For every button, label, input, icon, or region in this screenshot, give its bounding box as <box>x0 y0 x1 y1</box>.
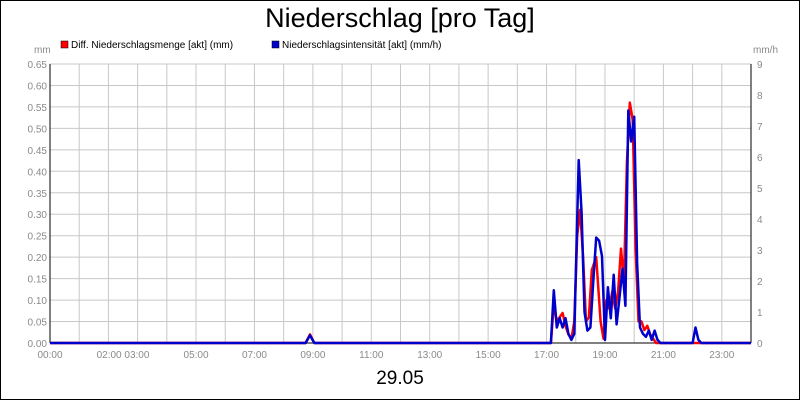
y-left-tick-label: 0.50 <box>28 124 48 135</box>
y-right-tick-label: 0 <box>757 339 763 350</box>
legend-swatch <box>60 40 69 49</box>
x-tick-label: 13:00 <box>417 350 442 361</box>
y-right-tick-label: 7 <box>757 122 763 133</box>
x-tick-label: 09:00 <box>300 350 325 361</box>
y-left-tick-label: 0.55 <box>28 103 48 114</box>
y-right-tick-label: 8 <box>757 91 763 102</box>
x-tick-label: 00:00 <box>37 350 62 361</box>
x-tick-label: 21:00 <box>651 350 676 361</box>
x-tick-label: 02:00 03:00 <box>97 350 150 361</box>
x-tick-label: 07:00 <box>242 350 267 361</box>
y-left-tick-label: 0.20 <box>28 253 48 264</box>
y-left-tick-label: 0.65 <box>28 60 48 71</box>
y-left-tick-label: 0.35 <box>28 189 48 200</box>
y-right-tick-label: 9 <box>757 60 763 71</box>
y-right-tick-label: 1 <box>757 308 763 319</box>
y-left-tick-label: 0.45 <box>28 146 48 157</box>
legend-swatch <box>271 40 280 49</box>
x-tick-label: 17:00 <box>534 350 559 361</box>
y-right-tick-label: 3 <box>757 246 763 257</box>
legend-label: Diff. Niederschlagsmenge [akt] (mm) <box>71 40 233 51</box>
y-left-tick-label: 0.15 <box>28 275 48 286</box>
x-tick-label: 23:00 <box>709 350 734 361</box>
y-left-tick-label: 0.05 <box>28 318 48 329</box>
x-tick-label: 05:00 <box>184 350 209 361</box>
y-right-tick-label: 2 <box>757 277 763 288</box>
y-right-tick-label: 5 <box>757 184 763 195</box>
y-left-tick-label: 0.60 <box>28 81 48 92</box>
x-tick-label: 19:00 <box>592 350 617 361</box>
date-label: 29.05 <box>376 368 424 389</box>
y-right-tick-label: 4 <box>757 215 763 226</box>
series-line-precipitation-intensity <box>50 109 751 345</box>
y-left-tick-label: 0.00 <box>28 339 48 350</box>
x-tick-label: 15:00 <box>476 350 501 361</box>
y-left-unit-label: mm <box>34 45 51 56</box>
y-left-tick-label: 0.25 <box>28 232 48 243</box>
y-left-tick-label: 0.40 <box>28 167 48 178</box>
legend-label: Niederschlagsintensität [akt] (mm/h) <box>282 40 442 51</box>
y-left-tick-label: 0.30 <box>28 210 48 221</box>
chart-title: Niederschlag [pro Tag] <box>265 3 535 33</box>
y-right-tick-label: 6 <box>757 153 763 164</box>
y-right-unit-label: mm/h <box>753 45 778 56</box>
x-tick-label: 11:00 <box>359 350 384 361</box>
y-left-tick-label: 0.10 <box>28 296 48 307</box>
